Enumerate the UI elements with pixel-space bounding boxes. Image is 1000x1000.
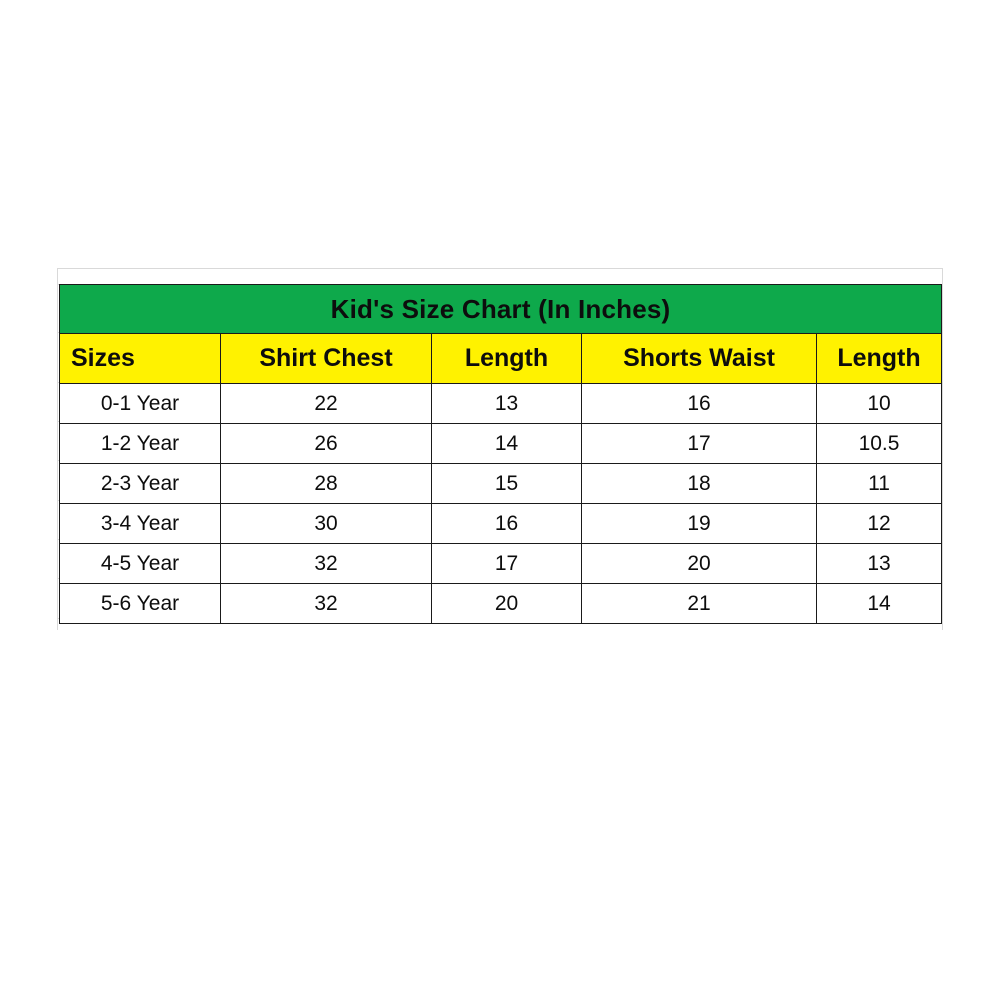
cell-shirt-length: 20 [431, 583, 582, 624]
cell-shorts-waist: 21 [581, 583, 817, 624]
cell-shorts-waist: 17 [581, 423, 817, 464]
table-title-row: Kid's Size Chart (In Inches) [58, 284, 943, 334]
table-row: 2-3 Year 28 15 18 11 [59, 463, 943, 504]
table-row: 0-1 Year 22 13 16 10 [59, 383, 943, 424]
table-row: 1-2 Year 26 14 17 10.5 [59, 423, 943, 464]
cell-shorts-length: 13 [815, 543, 943, 584]
cell-shirt-length: 14 [431, 423, 582, 464]
table-row: 5-6 Year 32 20 21 14 [59, 583, 943, 624]
size-chart-container: Kid's Size Chart (In Inches) Sizes Shirt… [58, 284, 943, 624]
cell-shirt-chest: 32 [220, 543, 432, 584]
cell-shirt-length: 15 [431, 463, 582, 504]
column-header-shorts-length: Length [815, 333, 943, 384]
column-header-sizes: Sizes [59, 333, 221, 384]
cell-shorts-length: 12 [815, 503, 943, 544]
cell-shirt-chest: 30 [220, 503, 432, 544]
cell-size: 0-1 Year [59, 383, 221, 424]
cell-shorts-waist: 18 [581, 463, 817, 504]
cell-shorts-waist: 20 [581, 543, 817, 584]
cell-size: 5-6 Year [59, 583, 221, 624]
cell-size: 3-4 Year [59, 503, 221, 544]
cell-shirt-length: 13 [431, 383, 582, 424]
cell-shirt-chest: 26 [220, 423, 432, 464]
table-row: 4-5 Year 32 17 20 13 [59, 543, 943, 584]
cell-shorts-length: 14 [815, 583, 943, 624]
cell-shorts-length: 10 [815, 383, 943, 424]
table-header-row: Sizes Shirt Chest Length Shorts Waist Le… [59, 333, 943, 384]
column-header-shorts-waist: Shorts Waist [581, 333, 817, 384]
table-row: 3-4 Year 30 16 19 12 [59, 503, 943, 544]
size-chart-table: Kid's Size Chart (In Inches) Sizes Shirt… [58, 284, 943, 624]
column-header-shirt-length: Length [431, 333, 582, 384]
cell-shorts-waist: 16 [581, 383, 817, 424]
cell-size: 2-3 Year [59, 463, 221, 504]
cell-shirt-length: 16 [431, 503, 582, 544]
column-header-shirt-chest: Shirt Chest [220, 333, 432, 384]
cell-shorts-length: 11 [815, 463, 943, 504]
cell-shorts-length: 10.5 [815, 423, 943, 464]
cell-shorts-waist: 19 [581, 503, 817, 544]
cell-shirt-chest: 32 [220, 583, 432, 624]
chart-title: Kid's Size Chart (In Inches) [58, 284, 943, 334]
cell-shirt-length: 17 [431, 543, 582, 584]
cell-shirt-chest: 22 [220, 383, 432, 424]
cell-shirt-chest: 28 [220, 463, 432, 504]
cell-size: 4-5 Year [59, 543, 221, 584]
cell-size: 1-2 Year [59, 423, 221, 464]
